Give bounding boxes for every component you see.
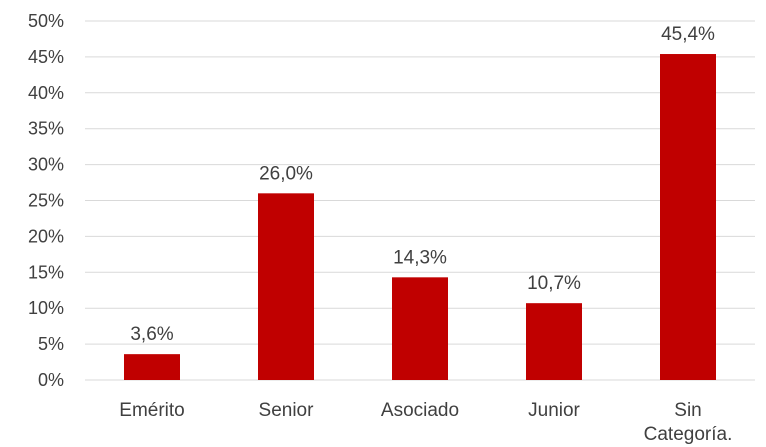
y-tick-label: 45% bbox=[28, 47, 64, 67]
bar bbox=[526, 303, 582, 380]
y-tick-label: 10% bbox=[28, 298, 64, 318]
y-tick-label: 20% bbox=[28, 226, 64, 246]
y-tick-label: 0% bbox=[38, 370, 64, 390]
bar bbox=[392, 277, 448, 380]
bars bbox=[124, 54, 716, 380]
data-labels: 3,6% 26,0% 14,3% 10,7% 45,4% bbox=[130, 24, 715, 345]
y-tick-label: 40% bbox=[28, 83, 64, 103]
y-tick-label: 50% bbox=[28, 11, 64, 31]
x-axis-categories: Emérito Senior Asociado Junior Sin Categoría. bbox=[119, 400, 732, 445]
data-label: 45,4% bbox=[661, 24, 715, 45]
y-tick-label: 35% bbox=[28, 119, 64, 139]
data-label: 26,0% bbox=[259, 163, 313, 184]
y-tick-label: 30% bbox=[28, 155, 64, 175]
data-label: 10,7% bbox=[527, 273, 581, 294]
data-label: 14,3% bbox=[393, 247, 447, 268]
category-label: Asociado bbox=[381, 400, 459, 421]
bar bbox=[258, 193, 314, 380]
category-label: Emérito bbox=[119, 400, 184, 421]
y-axis-ticks: 0% 5% 10% 15% 20% 25% 30% 35% 40% 45% 50% bbox=[28, 11, 64, 390]
bar bbox=[660, 54, 716, 380]
y-tick-label: 5% bbox=[38, 334, 64, 354]
category-label: Senior bbox=[259, 400, 315, 421]
bar bbox=[124, 354, 180, 380]
category-label: Sin Categoría. bbox=[644, 400, 733, 445]
y-tick-label: 15% bbox=[28, 262, 64, 282]
y-tick-label: 25% bbox=[28, 191, 64, 211]
gridlines bbox=[85, 20, 755, 381]
category-label: Junior bbox=[528, 400, 580, 421]
data-label: 3,6% bbox=[130, 324, 173, 345]
